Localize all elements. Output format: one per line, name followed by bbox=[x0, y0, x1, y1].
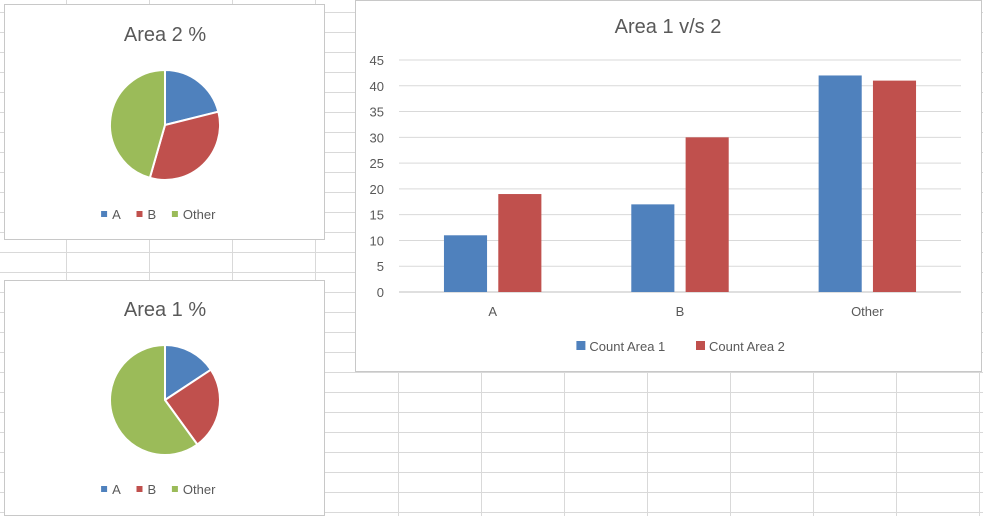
y-tick-label: 40 bbox=[370, 79, 384, 94]
legend-swatch-count-area-2 bbox=[696, 341, 705, 350]
y-tick-label: 35 bbox=[370, 105, 384, 120]
legend-swatch-other bbox=[171, 486, 178, 492]
legend-swatch-other bbox=[171, 211, 178, 217]
pie-chart-area-2-svg: Area 2 % A B Other bbox=[101, 24, 221, 222]
pie-chart-area-2[interactable]: Area 2 % A B Other bbox=[4, 4, 325, 240]
gridlines bbox=[399, 59, 961, 293]
bar-count-area-2-a bbox=[498, 194, 542, 292]
pie-slices bbox=[109, 68, 221, 181]
legend: A B Other bbox=[101, 207, 216, 222]
bar-count-area-2-b bbox=[685, 137, 729, 292]
bar-chart-area-1-vs-2[interactable]: Area 1 v/s 2 0 5 10 15 20 25 30 35 40 45 A B Other … bbox=[355, 0, 982, 372]
y-tick-label: 20 bbox=[370, 182, 384, 197]
pie-slices bbox=[109, 343, 221, 456]
bar-count-area-2-other bbox=[872, 80, 917, 293]
y-tick-label: 25 bbox=[370, 156, 384, 171]
pie-slice-b bbox=[163, 368, 221, 446]
legend-swatch-a bbox=[101, 486, 108, 492]
chart-title: Area 2 % bbox=[124, 24, 206, 46]
legend-label-count-area-2: Count Area 2 bbox=[709, 339, 785, 354]
y-tick-label: 45 bbox=[370, 53, 384, 68]
y-tick-label: 10 bbox=[370, 233, 384, 248]
pie-chart-area-1-svg: Area 1 % A B Other bbox=[101, 299, 221, 497]
bar-count-area-1-a bbox=[443, 235, 488, 292]
legend: Count Area 1 Count Area 2 bbox=[576, 339, 785, 354]
pie-slice-a bbox=[164, 343, 213, 402]
pie-slice-other bbox=[109, 343, 199, 456]
x-tick-label: Other bbox=[851, 304, 884, 319]
pie-slice-other bbox=[109, 68, 166, 180]
legend-swatch-b bbox=[136, 486, 143, 492]
legend-label-b: B bbox=[148, 482, 157, 497]
legend-label-a: A bbox=[112, 207, 121, 222]
legend-label-b: B bbox=[148, 207, 157, 222]
pie-slice-a bbox=[164, 68, 220, 127]
legend-label-count-area-1: Count Area 1 bbox=[589, 339, 665, 354]
legend: A B Other bbox=[101, 482, 216, 497]
x-axis-ticks: A B Other bbox=[488, 304, 884, 319]
y-tick-label: 15 bbox=[370, 208, 384, 223]
legend-label-other: Other bbox=[183, 207, 216, 222]
legend-swatch-b bbox=[136, 211, 143, 217]
x-tick-label: B bbox=[676, 304, 685, 319]
x-tick-label: A bbox=[488, 304, 497, 319]
pie-slice-b bbox=[148, 110, 221, 181]
y-tick-label: 0 bbox=[377, 285, 384, 300]
legend-swatch-a bbox=[101, 211, 108, 217]
y-tick-label: 5 bbox=[377, 259, 384, 274]
y-tick-label: 30 bbox=[370, 130, 384, 145]
pie-chart-area-1[interactable]: Area 1 % A B Other bbox=[4, 280, 325, 516]
legend-label-other: Other bbox=[183, 482, 216, 497]
bar-count-area-1-b bbox=[631, 204, 675, 292]
legend-swatch-count-area-1 bbox=[576, 341, 586, 350]
y-axis-ticks: 0 5 10 15 20 25 30 35 40 45 bbox=[370, 53, 384, 300]
bar-count-area-1-other bbox=[818, 75, 862, 292]
chart-title: Area 1 v/s 2 bbox=[615, 16, 722, 38]
chart-title: Area 1 % bbox=[124, 299, 206, 321]
bars bbox=[443, 75, 917, 293]
legend-label-a: A bbox=[112, 482, 121, 497]
